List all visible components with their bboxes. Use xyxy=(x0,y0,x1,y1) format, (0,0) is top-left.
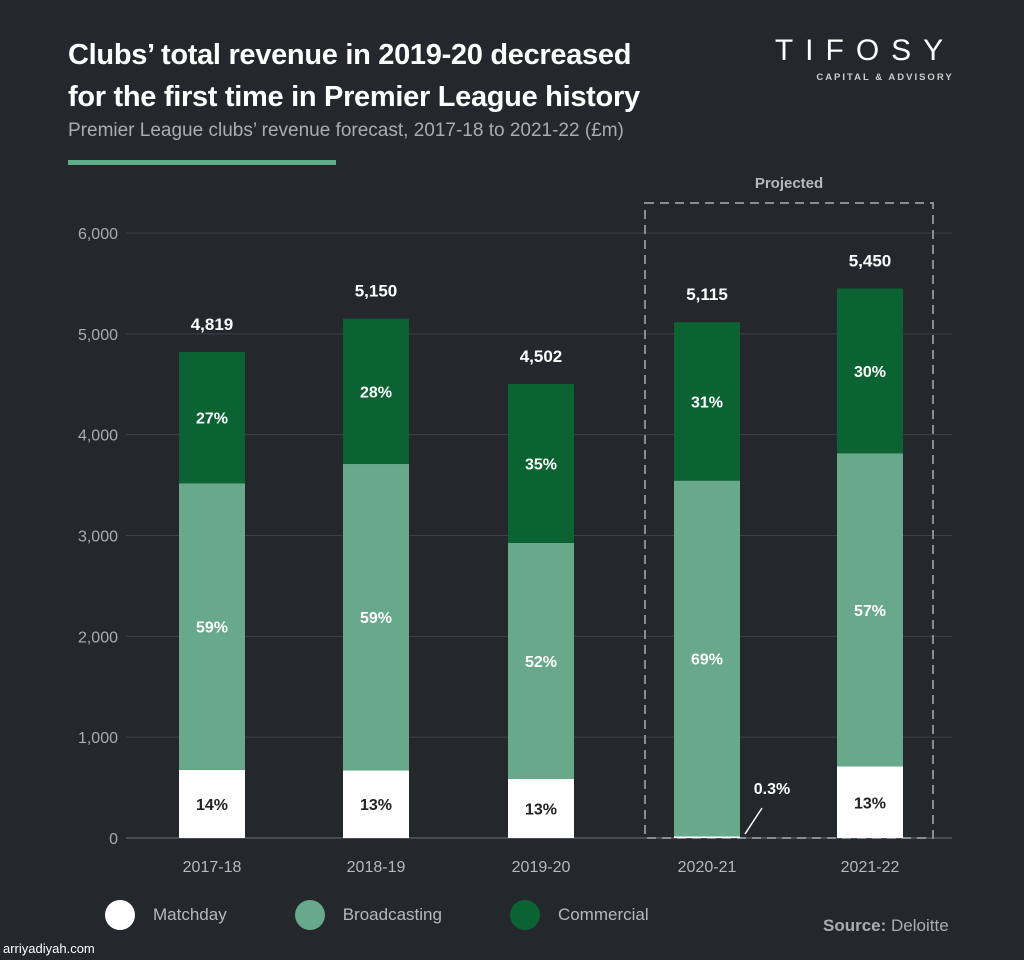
total-label: 5,150 xyxy=(355,282,398,301)
bar-matchday xyxy=(179,769,245,838)
legend-item-broadcasting: Broadcasting xyxy=(294,900,442,930)
data-label: 59% xyxy=(196,620,228,637)
logo-tagline: CAPITAL & ADVISORY xyxy=(816,72,954,83)
y-tick-label: 1,000 xyxy=(78,730,118,747)
total-label: 5,450 xyxy=(849,251,892,270)
bar-commercial xyxy=(343,318,409,465)
y-tick-label: 5,000 xyxy=(78,327,118,344)
data-label: 59% xyxy=(360,610,392,627)
legend-label: Matchday xyxy=(153,905,227,924)
bar-broadcasting xyxy=(674,480,740,837)
bar-commercial xyxy=(837,288,903,454)
data-label: 52% xyxy=(525,654,557,671)
x-tick-label: 2021-22 xyxy=(841,859,900,876)
bar-matchday xyxy=(508,779,574,838)
y-tick-label: 4,000 xyxy=(78,428,118,445)
x-tick-label: 2019-20 xyxy=(512,859,571,876)
total-label: 5,115 xyxy=(686,285,728,304)
broadcasting-swatch xyxy=(294,900,325,930)
projected-label: Projected xyxy=(755,175,823,192)
source-label: Source: xyxy=(823,916,887,935)
bar-matchday xyxy=(837,766,903,838)
total-label: 4,819 xyxy=(191,315,234,334)
commercial-swatch xyxy=(509,900,540,930)
bar-broadcasting xyxy=(343,464,409,771)
x-tick-label: 2018-19 xyxy=(347,859,406,876)
projected-box xyxy=(644,202,934,839)
legend-label: Broadcasting xyxy=(342,905,442,924)
data-label: 28% xyxy=(360,384,392,401)
bar-commercial xyxy=(179,352,245,484)
legend-label: Commercial xyxy=(557,905,649,924)
y-tick-label: 3,000 xyxy=(78,529,118,546)
legend-item-matchday: Matchday xyxy=(105,900,227,930)
x-tick-label: 2017-18 xyxy=(183,859,242,876)
watermark: arriyadiyah.com xyxy=(3,941,95,956)
data-label: 13% xyxy=(525,802,557,819)
data-label: 31% xyxy=(691,394,723,411)
bar-broadcasting xyxy=(508,542,574,780)
title-line-1: Clubs’ total revenue in 2019-20 decrease… xyxy=(68,39,632,71)
data-label: 13% xyxy=(854,795,886,812)
annotation-leader xyxy=(744,807,763,835)
title-line-2: for the first time in Premier League his… xyxy=(68,81,640,113)
x-tick-label: 2020-21 xyxy=(678,859,737,876)
data-label: 27% xyxy=(196,411,228,428)
y-tick-label: 6,000 xyxy=(78,226,118,243)
y-tick-label: 2,000 xyxy=(78,629,118,646)
total-label: 4,502 xyxy=(520,347,563,366)
logo-name: TIFOSY xyxy=(774,34,956,67)
matchday-swatch xyxy=(105,900,135,930)
bar-commercial xyxy=(674,322,740,481)
bar-commercial xyxy=(508,384,574,543)
data-label: 0.3% xyxy=(754,781,790,798)
bar-broadcasting xyxy=(837,453,903,767)
data-label: 57% xyxy=(854,603,886,620)
data-label: 13% xyxy=(360,797,392,814)
data-label: 14% xyxy=(196,797,228,814)
legend-item-commercial: Commercial xyxy=(509,900,649,930)
y-tick-label: 0 xyxy=(109,831,118,848)
bar-broadcasting xyxy=(179,483,245,770)
data-label: 30% xyxy=(854,364,886,381)
tifosy-logo: TIFOSY CAPITAL & ADVISORY xyxy=(772,34,958,83)
data-label: 35% xyxy=(525,457,557,474)
chart-title: Clubs’ total revenue in 2019-20 decrease… xyxy=(68,34,640,118)
bar-matchday xyxy=(674,836,740,838)
accent-bar xyxy=(68,160,336,165)
legend: Matchday Broadcasting Commercial xyxy=(105,900,717,930)
data-label: 69% xyxy=(691,652,723,669)
source-note: Source: Deloitte xyxy=(823,916,949,936)
source-value: Deloitte xyxy=(891,916,949,935)
chart-subtitle: Premier League clubs’ revenue forecast, … xyxy=(68,120,624,141)
bar-matchday xyxy=(343,770,409,838)
